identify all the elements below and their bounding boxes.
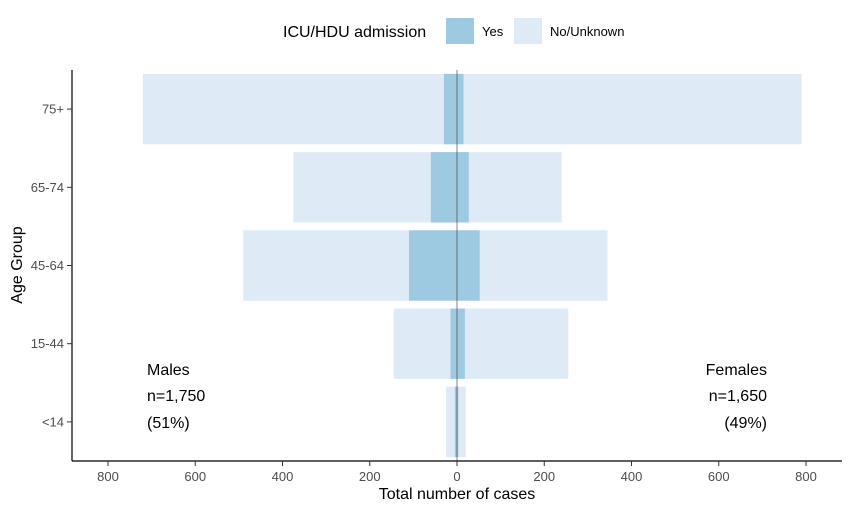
bar-yes-males-45-64 <box>409 230 457 301</box>
males-label: Males <box>147 362 190 379</box>
females-count: n=1,650 <box>709 388 767 405</box>
bar-no-unknown-males-15-44 <box>393 308 457 379</box>
y-tick-label: 65-74 <box>31 180 64 195</box>
bar-yes-males-15-44 <box>450 308 457 379</box>
bar-yes-males-65-74 <box>430 152 457 223</box>
bar-no-unknown-females-75+ <box>457 73 802 145</box>
bar-yes-females-75+ <box>457 73 464 145</box>
males-percent: (51%) <box>147 415 190 432</box>
males-count: n=1,750 <box>147 388 205 405</box>
legend-label-yes: Yes <box>482 24 504 39</box>
females-annotation: Females n=1,650 (49%) <box>706 362 767 432</box>
bar-no-unknown-males-75+ <box>142 73 457 145</box>
bar-yes-females-under-14 <box>457 386 459 458</box>
bar-yes-males-under-14 <box>454 386 457 458</box>
bar-yes-females-15-44 <box>457 308 465 379</box>
legend-swatch-no-unknown <box>514 18 542 44</box>
legend-swatch-yes <box>446 18 474 44</box>
x-axis-title: Total number of cases <box>379 486 536 503</box>
x-tick-label: 800 <box>795 469 817 484</box>
y-tick-label: 45-64 <box>31 258 64 273</box>
females-label: Females <box>706 362 767 379</box>
y-tick-label: 15-44 <box>31 336 64 351</box>
bars-group <box>142 73 802 458</box>
x-tick-label: 600 <box>708 469 730 484</box>
bar-no-unknown-females-45-64 <box>457 230 608 301</box>
legend-title: ICU/HDU admission <box>283 24 426 41</box>
bar-no-unknown-females-15-44 <box>457 308 569 379</box>
legend-label-no-unknown: No/Unknown <box>550 24 624 39</box>
x-axis-ticks: 800 600 400 200 0 200 400 600 800 <box>97 461 817 484</box>
bar-yes-males-75+ <box>443 73 457 145</box>
x-tick-label: 400 <box>272 469 294 484</box>
y-axis-title: Age Group <box>9 226 26 303</box>
y-axis-ticks: <14 15-44 45-64 65-74 75+ <box>31 102 72 429</box>
bar-yes-females-45-64 <box>457 230 480 301</box>
x-tick-label: 400 <box>621 469 643 484</box>
bar-no-unknown-females-under-14 <box>457 386 466 458</box>
y-tick-label: 75+ <box>42 102 64 117</box>
x-tick-label: 200 <box>533 469 555 484</box>
females-percent: (49%) <box>724 415 767 432</box>
bar-yes-females-65-74 <box>457 152 469 223</box>
x-tick-label: 600 <box>184 469 206 484</box>
x-tick-label: 800 <box>97 469 119 484</box>
males-annotation: Males n=1,750 (51%) <box>147 362 205 432</box>
bar-no-unknown-females-65-74 <box>457 152 562 223</box>
x-tick-label: 200 <box>359 469 381 484</box>
legend: ICU/HDU admission Yes No/Unknown <box>283 18 624 44</box>
y-tick-label: <14 <box>42 414 64 429</box>
x-tick-label: 0 <box>453 469 460 484</box>
bar-no-unknown-males-65-74 <box>293 152 457 223</box>
bar-no-unknown-males-under-14 <box>446 386 457 458</box>
